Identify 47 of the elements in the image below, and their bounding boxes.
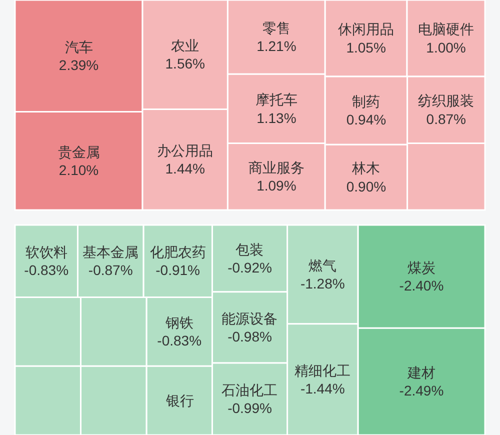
- category-label: 钢铁: [164, 314, 194, 331]
- data-label: 0.90%: [346, 178, 386, 194]
- data-label: 2.10%: [58, 162, 99, 178]
- category-label: 包装: [236, 241, 264, 258]
- category-label: 商业服务: [248, 160, 304, 176]
- category-label: 农业: [171, 38, 200, 54]
- data-label: 1.05%: [346, 39, 386, 56]
- category-label: 零售: [262, 20, 290, 36]
- category-label: 化肥农药: [150, 244, 206, 260]
- data-label: -0.83%: [24, 262, 69, 278]
- category-label: 精细化工: [294, 362, 351, 378]
- category-label: 银行: [164, 392, 194, 409]
- category-label: 能源设备: [222, 310, 278, 326]
- category-label: 纺织服装: [418, 92, 474, 109]
- category-label: 休闲用品: [338, 21, 394, 38]
- data-label: 1.13%: [256, 110, 296, 126]
- data-label: 2.39%: [58, 56, 99, 73]
- data-label: -0.83%: [157, 332, 202, 349]
- data-label: -0.99%: [228, 400, 272, 416]
- data-label: 1.09%: [256, 178, 296, 194]
- category-label: 摩托车: [255, 92, 298, 108]
- data-label: 1.44%: [165, 160, 205, 177]
- category-label: 林木: [351, 160, 380, 176]
- data-label: 1.56%: [165, 56, 205, 72]
- data-label: -0.98%: [228, 328, 272, 345]
- category-label: 制药: [352, 93, 380, 110]
- category-label: 汽车: [64, 38, 93, 55]
- data-label: -1.44%: [300, 380, 345, 397]
- data-label: 1.21%: [256, 38, 296, 54]
- category-label: 基本金属: [82, 244, 139, 260]
- category-label: 石油化工: [222, 382, 278, 398]
- category-label: 电脑硬件: [418, 21, 474, 38]
- data-label: 1.00%: [426, 39, 466, 56]
- category-label: 建材: [406, 364, 436, 380]
- data-label: -0.87%: [88, 262, 133, 278]
- category-label: 贵金属: [58, 144, 100, 160]
- category-label: 办公用品: [157, 142, 214, 158]
- category-label: 煤炭: [407, 259, 436, 276]
- data-label: -0.91%: [156, 262, 200, 278]
- data-label: -1.28%: [300, 276, 345, 292]
- data-label: 0.87%: [426, 110, 466, 127]
- data-label: -2.49%: [399, 382, 444, 399]
- category-label: 软饮料: [25, 244, 68, 260]
- data-label: -0.92%: [228, 260, 272, 276]
- data-label: 0.94%: [346, 112, 386, 128]
- data-label: -2.40%: [399, 278, 444, 294]
- category-label: 燃气: [308, 257, 337, 274]
